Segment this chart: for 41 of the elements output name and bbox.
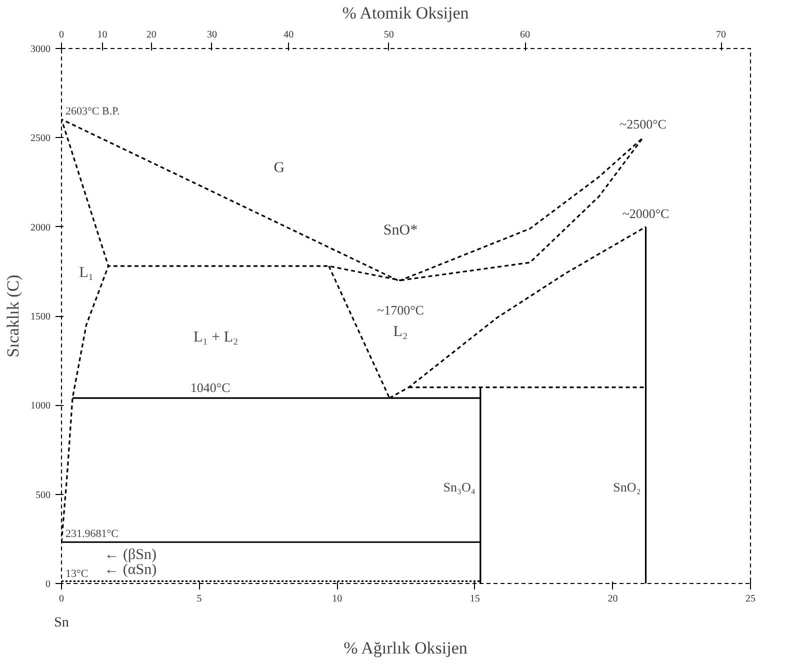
- annotation: SnO₂: [613, 480, 641, 495]
- x-tick-label: 10: [332, 594, 342, 604]
- x-tick-label: 0: [59, 594, 64, 604]
- annotation: ← (αSn): [104, 562, 157, 578]
- y-tick-label: 1500: [30, 312, 50, 322]
- annotation: SnO*: [383, 222, 418, 238]
- text: 30: [206, 30, 217, 40]
- annotation: 2603°C B.P.: [66, 105, 120, 118]
- y-tick-label: 0: [46, 579, 50, 590]
- y-tick-label: 3000: [30, 44, 50, 55]
- annotation: ~2500°C: [620, 116, 666, 132]
- annotation: ← (βSn): [104, 547, 157, 564]
- text: Sn: [54, 616, 69, 630]
- x-tick-label: 20: [608, 594, 618, 604]
- text: 0: [59, 30, 64, 40]
- y-tick-label: 2000: [30, 222, 50, 234]
- x-axis-title: % Ağırlık Oksijen: [344, 638, 468, 658]
- y-tick-label: 1000: [30, 400, 50, 412]
- x-tick-label: 15: [470, 594, 480, 604]
- x2-axis-title: % Atomik Oksijen: [342, 4, 470, 22]
- annotation: 13°C: [66, 568, 88, 580]
- y-tick-label: 500: [36, 490, 50, 501]
- y-tick-label: 2500: [30, 133, 50, 144]
- annotation: L₂: [393, 324, 408, 340]
- text: 40: [284, 30, 294, 40]
- annotation: ~2000°C: [622, 206, 670, 221]
- text: 60: [520, 30, 530, 40]
- annotation: Sn₃O₄: [443, 480, 476, 495]
- text: 70: [716, 30, 726, 40]
- annotation: 231.9681°C: [66, 528, 118, 540]
- annotation: ~1700°C: [377, 302, 424, 318]
- x-tick-label: 25: [746, 594, 756, 604]
- annotation: G: [274, 160, 285, 176]
- annotation: L₁ + L₂: [193, 329, 238, 346]
- y-axis-title: Sıcaklık (C): [4, 274, 22, 358]
- text: 10: [97, 30, 108, 40]
- text: 50: [384, 30, 394, 40]
- text: 20: [146, 30, 156, 40]
- x-tick-label: 5: [196, 594, 202, 604]
- annotation: 1040°C: [190, 380, 230, 396]
- annotation: L₁: [79, 265, 94, 282]
